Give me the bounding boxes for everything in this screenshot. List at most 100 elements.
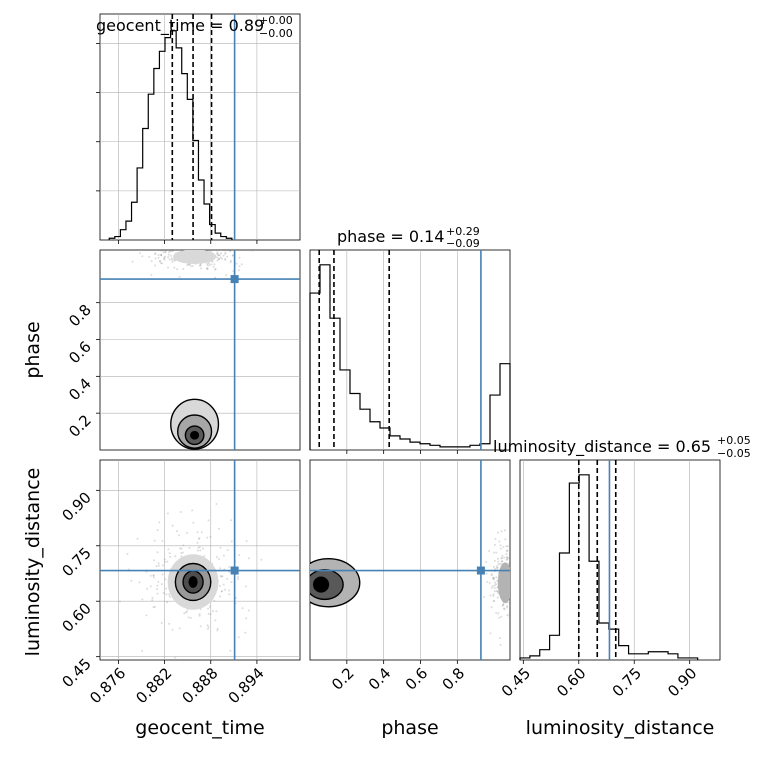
histogram-step	[108, 30, 233, 240]
sample-point	[508, 616, 510, 619]
sample-point	[169, 250, 172, 253]
sample-point	[240, 263, 243, 266]
sample-point	[160, 583, 163, 586]
sample-point	[141, 649, 144, 652]
sample-point	[196, 531, 199, 534]
x-tick-label: 0.2	[328, 664, 358, 694]
sample-point	[240, 250, 243, 252]
sample-point	[213, 263, 216, 266]
sample-point	[516, 567, 518, 569]
xlabel-geocent-time: geocent_time	[135, 717, 264, 739]
sample-point	[224, 251, 227, 254]
sample-point	[237, 269, 240, 272]
sample-point	[157, 253, 160, 256]
sample-point	[156, 529, 159, 532]
sample-point	[515, 552, 517, 554]
sample-point	[148, 255, 151, 258]
sample-point	[226, 255, 229, 258]
sample-point	[514, 579, 516, 581]
sample-point	[495, 611, 498, 614]
sample-point	[499, 643, 502, 646]
sample-point	[224, 258, 227, 261]
sample-point	[149, 585, 152, 588]
sample-point	[168, 245, 170, 247]
sample-point	[496, 566, 499, 569]
sample-point	[183, 612, 186, 615]
sample-point	[154, 252, 157, 255]
sample-point	[490, 573, 493, 576]
sample-point	[492, 593, 495, 596]
density-contour	[312, 576, 330, 593]
sample-point	[491, 577, 494, 580]
sample-point	[216, 241, 218, 243]
sample-point	[213, 235, 215, 237]
sample-point	[506, 606, 509, 609]
sample-point	[498, 540, 501, 543]
sample-point	[159, 259, 162, 262]
sample-point	[228, 593, 231, 596]
sample-point	[161, 262, 164, 265]
sample-point	[152, 574, 155, 577]
title-geocent-time-plus: +0.00	[259, 14, 293, 27]
sample-point	[216, 556, 219, 559]
plot-area	[100, 460, 300, 663]
panel-frame	[519, 459, 721, 661]
title-phase-plus: +0.29	[446, 225, 480, 238]
sample-point	[197, 546, 200, 549]
sample-point	[512, 565, 514, 567]
sample-point	[167, 253, 170, 256]
sample-point	[222, 254, 225, 257]
sample-point	[507, 557, 510, 560]
sample-point	[512, 543, 514, 545]
sample-point	[237, 577, 240, 580]
sample-point	[170, 257, 173, 260]
sample-point	[158, 260, 161, 263]
sample-point	[206, 624, 209, 627]
sample-point	[216, 661, 218, 663]
sample-point	[510, 576, 512, 578]
sample-point	[504, 538, 507, 541]
sample-point	[191, 265, 194, 268]
sample-point	[163, 558, 166, 561]
sample-point	[486, 580, 489, 583]
sample-point	[502, 603, 505, 606]
sample-point	[185, 611, 188, 614]
x-tick-label: 0.75	[609, 664, 645, 700]
sample-point	[141, 255, 144, 258]
sample-point	[182, 243, 184, 245]
sample-point	[165, 587, 168, 590]
sample-point	[157, 580, 160, 583]
sample-point	[211, 260, 214, 263]
sample-point	[506, 605, 509, 608]
sample-point	[171, 524, 174, 527]
y-tick-label: 0.45	[58, 655, 94, 691]
sample-point	[205, 267, 208, 270]
sample-point	[156, 592, 159, 595]
sample-point	[512, 577, 514, 579]
sample-point	[152, 574, 155, 577]
sample-point	[505, 545, 508, 548]
plot-area	[310, 460, 526, 660]
sample-point	[163, 560, 166, 563]
sample-point	[152, 606, 155, 609]
sample-point	[515, 536, 517, 538]
sample-point	[485, 572, 488, 575]
sample-point	[506, 558, 509, 561]
sample-point	[214, 619, 217, 622]
sample-point	[515, 582, 517, 584]
sample-point	[517, 579, 519, 581]
sample-point	[220, 590, 223, 593]
sample-point	[515, 571, 517, 573]
sample-point	[514, 587, 516, 589]
sample-point	[163, 248, 165, 250]
panel-ld-hist: 0.45 0.60 0.75 0.90 luminosity_distance = 0…	[493, 434, 751, 739]
sample-point	[229, 261, 232, 264]
sample-point	[229, 259, 232, 262]
sample-point	[229, 649, 232, 652]
sample-point	[197, 245, 199, 247]
sample-point	[163, 256, 166, 259]
sample-point	[491, 584, 494, 587]
sample-point	[482, 596, 485, 599]
sample-point	[196, 541, 199, 544]
sample-point	[524, 565, 526, 567]
